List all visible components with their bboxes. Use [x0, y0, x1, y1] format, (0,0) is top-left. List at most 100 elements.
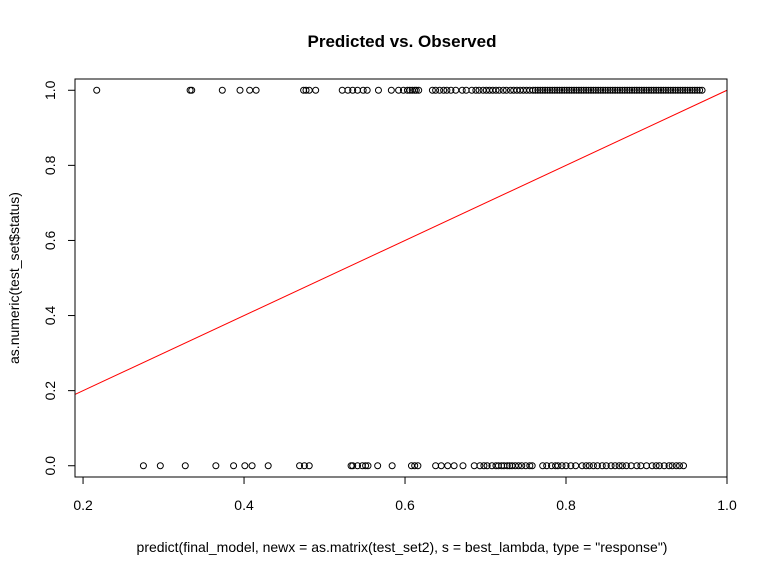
data-point — [599, 86, 607, 94]
data-point — [604, 86, 612, 94]
data-point — [662, 86, 670, 94]
data-point — [437, 462, 445, 470]
data-point — [363, 86, 371, 94]
data-point — [635, 86, 643, 94]
data-point — [572, 86, 580, 94]
data-point — [615, 462, 623, 470]
data-point — [458, 86, 466, 94]
data-point — [502, 86, 510, 94]
data-point — [616, 86, 624, 94]
data-point — [312, 86, 320, 94]
data-point — [526, 462, 534, 470]
data-point — [387, 86, 395, 94]
data-point — [248, 462, 256, 470]
data-point — [582, 86, 590, 94]
data-point — [668, 462, 676, 470]
data-point — [440, 86, 448, 94]
data-point — [349, 462, 357, 470]
data-point — [568, 86, 576, 94]
data-point — [546, 86, 554, 94]
data-point — [674, 86, 682, 94]
data-point — [302, 86, 310, 94]
data-point — [264, 462, 272, 470]
data-point — [659, 86, 667, 94]
data-point — [415, 86, 423, 94]
data-point — [359, 86, 367, 94]
data-point — [676, 462, 684, 470]
data-point — [652, 462, 660, 470]
data-point — [499, 86, 507, 94]
data-point — [483, 462, 491, 470]
data-point — [580, 86, 588, 94]
data-point — [638, 86, 646, 94]
data-point — [630, 86, 638, 94]
data-point — [691, 86, 699, 94]
data-point — [518, 462, 526, 470]
data-point — [585, 86, 593, 94]
y-axis-label: as.numeric(test_set$status) — [6, 192, 22, 364]
data-point — [686, 86, 694, 94]
data-point — [618, 86, 626, 94]
data-point — [541, 86, 549, 94]
y-tick-label: 0.8 — [42, 155, 58, 175]
data-point — [459, 462, 467, 470]
data-point — [563, 86, 571, 94]
data-point — [558, 86, 566, 94]
data-point — [531, 86, 539, 94]
data-point — [606, 86, 614, 94]
data-point — [587, 86, 595, 94]
data-point — [388, 462, 396, 470]
data-point — [539, 462, 547, 470]
data-point — [696, 86, 704, 94]
data-point — [476, 462, 484, 470]
data-point — [665, 462, 673, 470]
data-point — [403, 86, 411, 94]
data-point — [246, 86, 254, 94]
data-point — [534, 86, 542, 94]
plot-frame — [74, 78, 728, 478]
data-point — [411, 462, 419, 470]
data-point — [643, 462, 651, 470]
data-point — [609, 86, 617, 94]
data-point — [577, 86, 585, 94]
data-point — [637, 462, 645, 470]
data-point — [684, 86, 692, 94]
data-point — [556, 86, 564, 94]
data-point — [611, 86, 619, 94]
data-point — [681, 86, 689, 94]
data-point — [676, 86, 684, 94]
data-point — [645, 86, 653, 94]
x-tick-label: 0.8 — [556, 497, 576, 513]
y-tick-label: 0.2 — [42, 381, 58, 401]
data-point — [93, 86, 101, 94]
data-point — [597, 86, 605, 94]
x-tick-label: 0.4 — [234, 497, 254, 513]
data-point — [648, 462, 656, 470]
data-point — [188, 86, 196, 94]
data-point — [470, 462, 478, 470]
data-point — [428, 86, 436, 94]
data-point — [349, 86, 357, 94]
data-point — [338, 86, 346, 94]
x-axis: 0.2 0.4 0.6 0.8 1.0 — [73, 477, 737, 513]
data-point — [432, 462, 440, 470]
data-point — [543, 462, 551, 470]
data-point — [667, 86, 675, 94]
data-point — [650, 86, 658, 94]
data-point — [181, 462, 189, 470]
data-point — [589, 86, 597, 94]
data-point — [578, 462, 586, 470]
data-point — [582, 462, 590, 470]
y-tick-label: 0.0 — [42, 456, 58, 476]
data-point — [565, 86, 573, 94]
x-axis-label: predict(final_model, newx = as.matrix(te… — [137, 539, 668, 555]
data-point — [643, 86, 651, 94]
data-point — [492, 86, 500, 94]
data-point — [539, 86, 547, 94]
points-layer — [93, 86, 706, 470]
data-point — [688, 86, 696, 94]
data-point — [664, 86, 672, 94]
data-point — [230, 462, 238, 470]
data-point — [640, 86, 648, 94]
data-point — [671, 86, 679, 94]
